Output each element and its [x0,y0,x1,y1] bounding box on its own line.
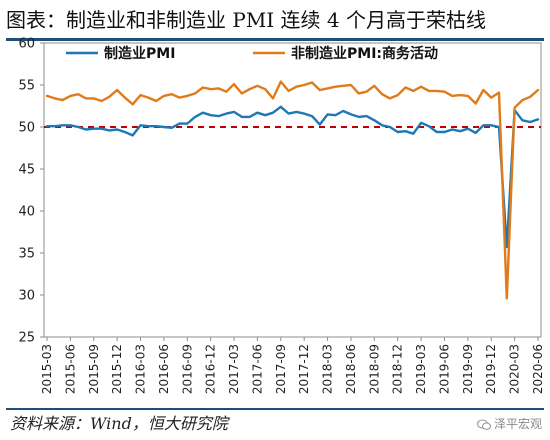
x-tick-label: 2019-03 [414,344,428,394]
x-tick-label: 2015-09 [87,344,101,394]
y-tick-label: 60 [18,37,35,52]
footer-divider [6,408,544,410]
wechat-bubble-icon [476,418,491,430]
y-tick-label: 30 [18,289,35,304]
x-tick-label: 2018-12 [391,344,405,394]
x-tick-label: 2015-03 [40,344,54,394]
title-divider [6,38,544,41]
chart-title: 图表：制造业和非制造业 PMI 连续 4 个月高于荣枯线 [6,8,486,32]
plot-area-frame [43,42,542,338]
non-manufacturing-pmi-line [45,80,540,300]
line-chart: 25 30 35 40 45 50 55 60 2015-03 2015-06 2015-09 20… [18,37,545,395]
y-tick-label: 55 [18,79,35,94]
x-tick-label: 2016-09 [180,344,194,394]
legend-label-non-manufacturing: 非制造业PMI:商务活动 [291,45,438,62]
x-tick-label: 2016-03 [134,344,148,394]
x-tick-label: 2020-06 [531,344,545,394]
x-tick-label: 2017-03 [227,344,241,394]
y-tick-label: 50 [18,121,35,136]
y-tick-label: 35 [18,247,35,262]
x-tick-label: 2018-03 [321,344,335,394]
x-tick-label: 2019-12 [484,344,498,394]
y-tick-label: 45 [18,163,35,178]
x-tick-label: 2017-06 [250,344,264,394]
x-tick-label: 2018-06 [344,344,358,394]
x-tick-label: 2019-06 [437,344,451,394]
x-tick-label: 2017-09 [274,344,288,394]
x-tick-label: 2019-09 [461,344,475,394]
x-tick-label: 2016-12 [204,344,218,394]
x-tick-label: 2018-09 [367,344,381,394]
watermark-text: 泽平宏观 [493,417,542,431]
x-tick-label: 2016-06 [157,344,171,394]
y-tick-label: 40 [18,205,35,220]
manufacturing-pmi-line [45,105,540,249]
legend-label-manufacturing: 制造业PMI [104,45,175,62]
x-tick-label: 2017-12 [297,344,311,394]
x-tick-label: 2015-12 [110,344,124,394]
x-tick-label: 2015-06 [63,344,77,394]
y-tick-label: 25 [18,331,35,346]
source-note: 资料来源：Wind，恒大研究院 [10,414,228,433]
x-tick-label: 2020-03 [508,344,522,394]
watermark: 泽平宏观 [476,413,542,435]
